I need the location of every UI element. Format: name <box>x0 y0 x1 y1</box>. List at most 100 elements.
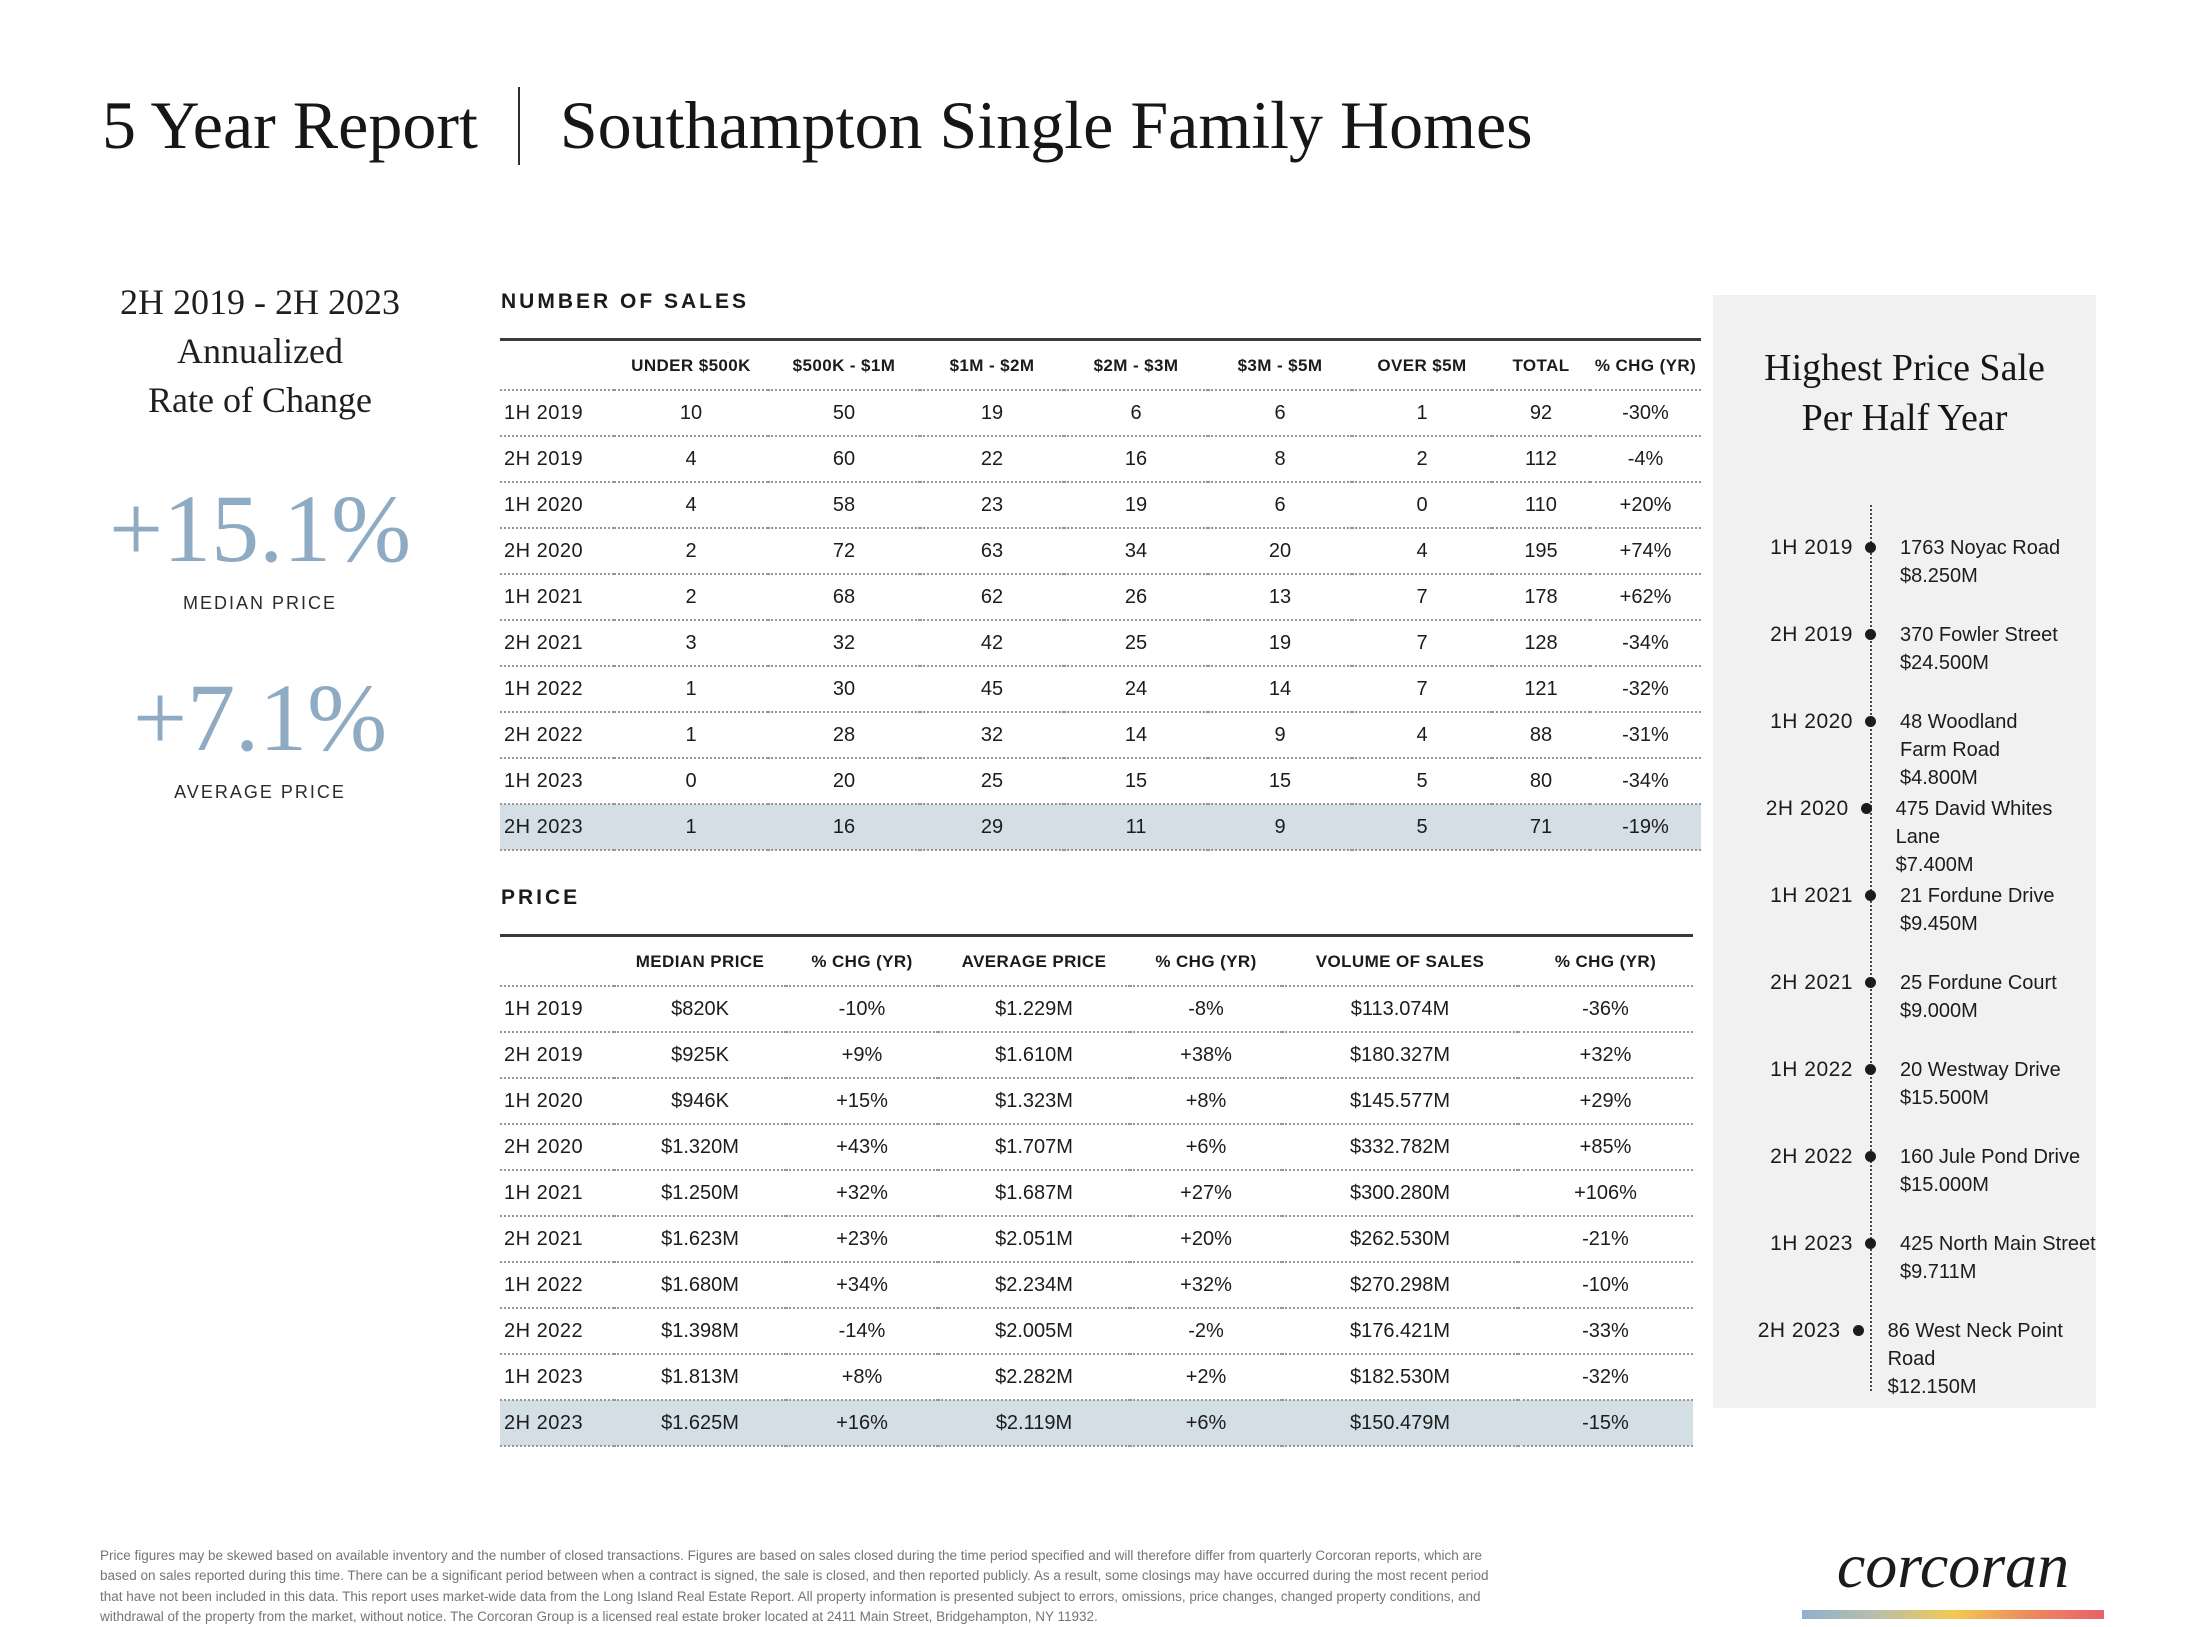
table-cell: $262.530M <box>1349 1228 1451 1250</box>
table-row: 1H 2019 $820K -10% $1.229M -8% $113.074M -36% <box>500 986 1693 1032</box>
table-cell: +8% <box>841 1366 883 1388</box>
table-cell: 9 <box>1274 816 1286 838</box>
sale-address: 370 Fowler Street <box>1900 624 2058 647</box>
table-cell: $332.782M <box>1349 1136 1451 1158</box>
table-cell: +74% <box>1619 540 1672 562</box>
timeline-entry: 1H 2019 1763 Noyac Road $8.250M <box>1713 535 2096 622</box>
table-cell: -10% <box>838 998 886 1020</box>
row-period-label: 1H 2021 <box>504 586 584 608</box>
sale-address: Farm Road <box>1900 738 2001 761</box>
stat-heading-period: 2H 2019 - 2H 2023 <box>120 282 400 322</box>
table-cell: 9 <box>1274 724 1286 746</box>
table-row: 2H 2022 $1.398M -14% $2.005M -2% $176.421M -33… <box>500 1308 1693 1354</box>
sale-price: $9.711M <box>1900 1260 1977 1283</box>
table-cell: -34% <box>1622 632 1669 654</box>
highest-price-sale-title-line1: Highest Price Sale <box>1764 347 2045 389</box>
sale-price: $24.500M <box>1900 651 1989 674</box>
table-cell: $2.119M <box>995 1412 1073 1434</box>
timeline-entry: 2H 2019 370 Fowler Street $24.500M <box>1713 622 2096 709</box>
median-price-change-label: MEDIAN PRICE <box>182 592 338 613</box>
timeline-entry-info: 48 Woodland Farm Road $4.800M <box>1876 709 2018 792</box>
table-row: 2H 2023 1 16 29 11 9 5 71 -19% <box>500 804 1701 850</box>
sale-address: 48 Woodland <box>1900 711 2018 734</box>
timeline-period-label: 2H 2022 <box>1770 1145 1853 1169</box>
timeline-dot-icon <box>1865 1151 1876 1163</box>
annualized-rate-block: 2H 2019 - 2H 2023 Annualized Rate of Cha… <box>84 278 436 803</box>
table-cell: 25 <box>1124 632 1148 654</box>
average-price-change-label: AVERAGE PRICE <box>174 781 346 802</box>
table-cell: +32% <box>1579 1044 1632 1066</box>
table-cell: $1.229M <box>995 998 1073 1020</box>
column-header: % CHG (YR) <box>1594 356 1697 375</box>
table-cell: $2.051M <box>995 1228 1073 1250</box>
corcoran-logo: corcoran <box>1802 1534 2104 1619</box>
sale-address: 1763 Noyac Road <box>1900 537 2061 560</box>
table-cell: 1 <box>685 816 697 838</box>
row-period-label: 1H 2022 <box>504 1274 584 1296</box>
table-cell: 5 <box>1416 770 1428 792</box>
footer-disclaimer: Price figures may be skewed based on ava… <box>100 1548 1489 1624</box>
table-cell: $150.479M <box>1349 1412 1451 1434</box>
table-cell: 6 <box>1274 402 1286 424</box>
table-row: 2H 2021 3 32 42 25 19 7 128 -34% <box>500 620 1701 666</box>
table-cell: 0 <box>1416 494 1428 516</box>
row-period-label: 2H 2019 <box>504 1044 584 1066</box>
table-cell: -31% <box>1622 724 1669 746</box>
sale-price: $8.250M <box>1900 564 1978 587</box>
timeline-period-label: 1H 2020 <box>1770 710 1853 734</box>
table-cell: +106% <box>1574 1182 1637 1204</box>
table-cell: $2.282M <box>995 1366 1073 1388</box>
row-period-label: 2H 2022 <box>504 1320 584 1342</box>
timeline-entry-info: 160 Jule Pond Drive $15.000M <box>1876 1144 2080 1199</box>
table-row: 1H 2021 $1.250M +32% $1.687M +27% $300.280M +1… <box>500 1170 1693 1216</box>
table-cell: $300.280M <box>1349 1182 1451 1204</box>
timeline-period-label: 2H 2021 <box>1770 971 1853 995</box>
timeline-entry-info: 1763 Noyac Road $8.250M <box>1876 535 2060 590</box>
column-header: UNDER $500K <box>631 356 751 375</box>
table-cell: 20 <box>1268 540 1292 562</box>
column-header-empty <box>500 340 614 391</box>
table-cell: 7 <box>1416 678 1428 700</box>
table-cell: -4% <box>1627 448 1664 470</box>
sale-price: $15.500M <box>1900 1086 1989 1109</box>
table-row: 2H 2022 1 28 32 14 9 4 88 -31% <box>500 712 1701 758</box>
table-row: 1H 2021 2 68 62 26 13 7 178 +62% <box>500 574 1701 620</box>
table-row: 1H 2020 4 58 23 19 6 0 110 +20% <box>500 482 1701 528</box>
table-cell: $2.234M <box>995 1274 1073 1296</box>
table-row: 1H 2022 $1.680M +34% $2.234M +32% $270.298M -1… <box>500 1262 1693 1308</box>
table-cell: $1.610M <box>995 1044 1073 1066</box>
table-cell: -32% <box>1582 1366 1629 1388</box>
timeline-entry-info: 475 David Whites Lane $7.400M <box>1872 796 2096 879</box>
sale-address: 86 West Neck Point Road <box>1887 1320 2063 1370</box>
timeline-entry-info: 370 Fowler Street $24.500M <box>1876 622 2058 677</box>
row-period-label: 2H 2020 <box>504 1136 584 1158</box>
column-header-empty <box>500 936 614 987</box>
sale-price: $12.150M <box>1887 1375 1977 1398</box>
table-cell: +20% <box>1180 1228 1232 1250</box>
table-cell: +29% <box>1579 1090 1632 1112</box>
table-cell: 195 <box>1524 540 1558 562</box>
table-row: 1H 2020 $946K +15% $1.323M +8% $145.577M +29% <box>500 1078 1693 1124</box>
timeline-entry: 2H 2020 475 David Whites Lane $7.400M <box>1713 796 2096 883</box>
timeline-dot-icon <box>1865 977 1876 989</box>
table-header-row: MEDIAN PRICE % CHG (YR) AVERAGE PRICE % CHG… <box>500 935 1693 987</box>
number-of-sales-section: NUMBER OF SALES UNDER $500K $500K - $1M $1… <box>500 290 1701 851</box>
table-cell: +16% <box>836 1412 888 1434</box>
table-cell: $113.074M <box>1350 998 1450 1020</box>
timeline-period-label: 2H 2020 <box>1765 797 1849 821</box>
table-cell: 7 <box>1416 586 1428 608</box>
table-cell: 4 <box>1416 724 1428 746</box>
timeline-entry: 2H 2023 86 West Neck Point Road $12.150M <box>1713 1318 2096 1405</box>
table-cell: +6% <box>1185 1412 1227 1434</box>
sale-price: $4.800M <box>1900 766 1978 789</box>
table-cell: 16 <box>1124 448 1148 470</box>
table-cell: $145.577M <box>1349 1090 1451 1112</box>
table-cell: 28 <box>832 724 856 746</box>
table-cell: -10% <box>1582 1274 1629 1296</box>
column-header: AVERAGE PRICE <box>961 952 1107 971</box>
sale-address: 21 Fordune Drive <box>1900 885 2055 908</box>
page-title: 5 Year Report Southampton Single Family … <box>102 86 1533 165</box>
table-cell: $1.625M <box>661 1412 739 1434</box>
timeline-entry: 1H 2021 21 Fordune Drive $9.450M <box>1713 883 2096 970</box>
column-header: $3M - $5M <box>1237 356 1323 375</box>
